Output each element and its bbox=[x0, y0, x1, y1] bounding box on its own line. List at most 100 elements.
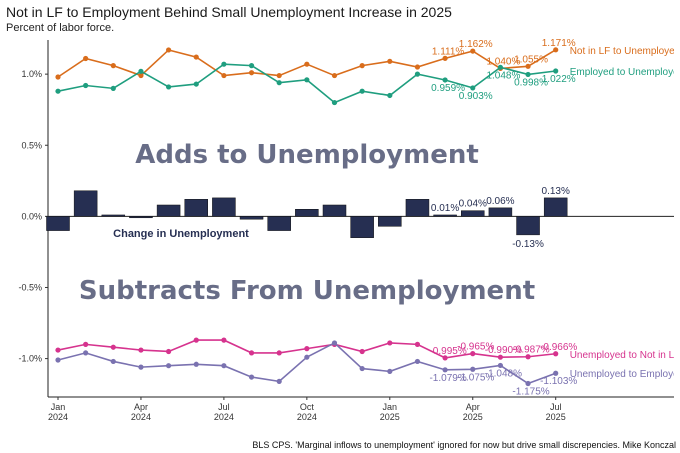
change-bar bbox=[322, 204, 347, 217]
series-point bbox=[138, 72, 144, 79]
series-point bbox=[110, 344, 116, 350]
x-tick-label: Jul bbox=[218, 402, 230, 412]
series-point bbox=[304, 77, 310, 83]
series-point bbox=[138, 347, 144, 353]
series-point bbox=[166, 47, 172, 53]
series-point bbox=[276, 350, 282, 356]
series-point bbox=[83, 55, 89, 62]
series-point bbox=[442, 367, 448, 373]
series-point bbox=[55, 74, 61, 80]
data-labels: 1.111%1.162% 1.040%1.055% 1.171% 0.959%0.90… bbox=[429, 38, 680, 398]
series-point bbox=[166, 84, 172, 90]
point-label: -0.990% bbox=[485, 345, 522, 356]
point-label: -1.079% bbox=[429, 373, 466, 384]
series-point bbox=[83, 82, 89, 89]
point-label: 1.055% bbox=[514, 54, 548, 65]
change-bar bbox=[239, 216, 264, 220]
series-point bbox=[331, 340, 338, 346]
change-annotation: Change in Unemployment bbox=[113, 228, 249, 240]
point-label: 1.162% bbox=[459, 39, 493, 50]
change-bar bbox=[543, 197, 568, 217]
point-label: -0.995% bbox=[429, 346, 466, 357]
chart-subtitle: Percent of labor force. bbox=[6, 22, 115, 34]
series-point bbox=[193, 337, 199, 343]
point-label: 0.998% bbox=[514, 77, 548, 88]
series-point bbox=[553, 351, 559, 357]
series-point bbox=[470, 351, 476, 357]
point-label: -0.987% bbox=[512, 345, 549, 356]
series-point bbox=[248, 350, 255, 356]
series-end-label: Employed to Unemployed bbox=[570, 67, 680, 78]
series-point bbox=[276, 80, 282, 86]
change-bar bbox=[184, 199, 208, 217]
point-label: 1.022% bbox=[542, 74, 576, 85]
series-point bbox=[553, 370, 559, 376]
series-point bbox=[193, 361, 199, 367]
series-point bbox=[387, 340, 393, 346]
chart-title: Not in LF to Employment Behind Small Une… bbox=[6, 4, 452, 20]
change-bar bbox=[516, 216, 540, 236]
bar-label: 0.06% bbox=[486, 196, 514, 207]
series-point bbox=[331, 99, 338, 106]
y-tick-label: 1.0% bbox=[21, 69, 42, 79]
series-point bbox=[83, 341, 89, 347]
series-point bbox=[497, 354, 503, 360]
series-end-label: Not in LF to Unemployed bbox=[570, 46, 680, 57]
x-tick-label: Apr bbox=[134, 402, 148, 412]
series-point bbox=[442, 55, 448, 61]
bar-label: 0.04% bbox=[459, 199, 487, 210]
change-bar bbox=[46, 216, 70, 231]
point-label: 1.048% bbox=[486, 70, 520, 81]
series-point bbox=[221, 61, 227, 67]
series-point bbox=[470, 366, 476, 372]
point-label: -1.175% bbox=[512, 386, 549, 397]
x-tick-year: 2025 bbox=[463, 412, 483, 422]
series-point bbox=[304, 354, 310, 360]
point-label: 0.903% bbox=[459, 91, 493, 102]
series-point bbox=[221, 337, 227, 343]
series-point bbox=[387, 58, 393, 64]
series-point bbox=[414, 71, 421, 77]
line-series bbox=[55, 47, 559, 387]
series-point bbox=[553, 47, 559, 53]
x-tick-label: Oct bbox=[300, 402, 315, 412]
series-point bbox=[193, 54, 199, 60]
series-point bbox=[110, 358, 116, 365]
series-point bbox=[193, 81, 199, 87]
x-tick-year: 2024 bbox=[214, 412, 234, 422]
bar-label: 0.13% bbox=[542, 186, 570, 197]
change-bar bbox=[461, 210, 485, 217]
point-label: 1.171% bbox=[542, 38, 576, 49]
change-bar bbox=[433, 214, 457, 217]
series-point bbox=[359, 365, 365, 372]
point-label: -1.048% bbox=[485, 368, 522, 379]
x-tick-label: Jul bbox=[550, 402, 562, 412]
y-tick-label: -0.5% bbox=[18, 282, 42, 292]
series-point bbox=[55, 347, 61, 353]
change-bar bbox=[295, 209, 319, 217]
change-bar bbox=[212, 197, 236, 217]
change-bar bbox=[129, 216, 153, 219]
point-label: 1.040% bbox=[486, 56, 520, 67]
change-bar bbox=[267, 216, 291, 231]
series-point bbox=[110, 63, 116, 69]
series-point bbox=[359, 88, 365, 94]
series-point bbox=[248, 70, 255, 76]
series-point bbox=[497, 362, 503, 369]
bar-label: 0.01% bbox=[431, 203, 459, 214]
series-point bbox=[525, 63, 531, 69]
x-tick-year: 2024 bbox=[297, 412, 317, 422]
x-tick-year: 2024 bbox=[48, 412, 68, 422]
series-point bbox=[470, 48, 476, 54]
series-point bbox=[248, 63, 255, 69]
series-point bbox=[276, 378, 282, 384]
change-bar bbox=[378, 216, 402, 227]
series-point bbox=[138, 68, 144, 74]
bar-series bbox=[46, 190, 568, 238]
series-end-label: Unemployed to Employed bbox=[570, 369, 680, 380]
bar-label: -0.13% bbox=[512, 239, 544, 250]
series-point bbox=[442, 77, 448, 83]
change-bar bbox=[73, 190, 98, 217]
series-point bbox=[525, 380, 531, 387]
y-tick-label: -1.0% bbox=[18, 354, 42, 364]
